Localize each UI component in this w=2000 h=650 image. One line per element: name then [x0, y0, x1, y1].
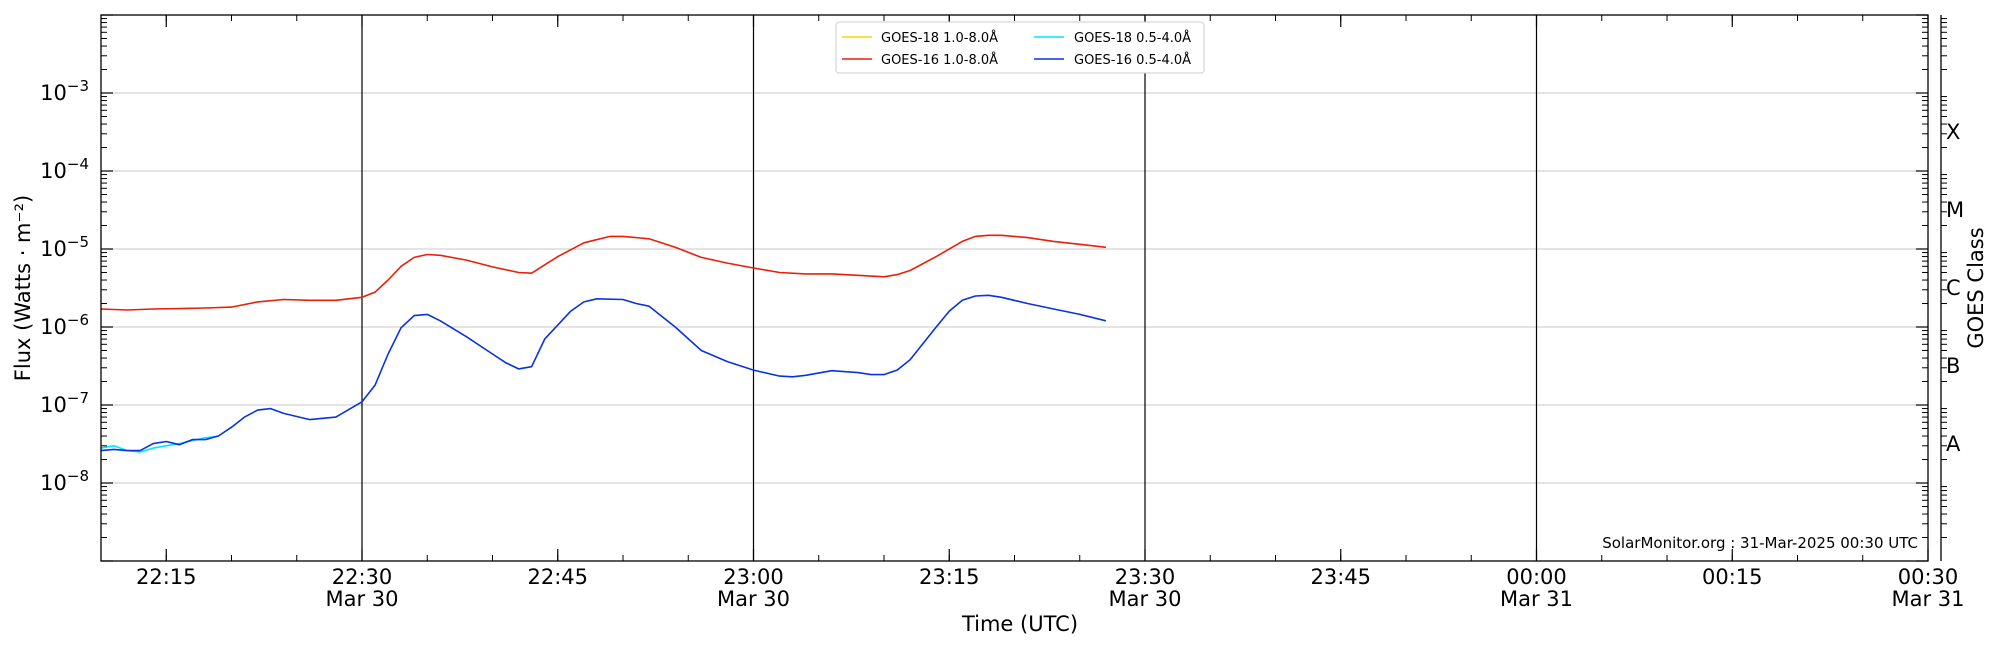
x-tick-label: 23:30 — [1115, 565, 1176, 589]
y2-axis-label: GOES Class — [1964, 227, 1988, 348]
legend-label-goes18-long: GOES-18 1.0-8.0Å — [881, 30, 998, 46]
goes-class-label: C — [1946, 276, 1961, 300]
x-tick-date-label: Mar 30 — [717, 587, 790, 611]
legend: GOES-18 1.0-8.0Å GOES-18 0.5-4.0Å GOES-1… — [835, 21, 1205, 74]
y-tick-label: 10−3 — [40, 77, 89, 105]
goes-class-label: A — [1946, 432, 1961, 456]
x-tick-label: 23:00 — [723, 565, 784, 589]
y-axis-label: Flux (Watts · m⁻²) — [11, 195, 35, 381]
legend-label-goes16-short: GOES-16 0.5-4.0Å — [1074, 52, 1191, 68]
legend-label-goes18-short: GOES-18 0.5-4.0Å — [1074, 30, 1191, 46]
x-axis-label: Time (UTC) — [961, 612, 1078, 636]
grid-lines — [101, 92, 1928, 484]
series-line-goes-16-1-0-8-0- — [100, 234, 1106, 311]
x-tick-label: 22:45 — [527, 565, 588, 589]
day-marker-lines — [361, 15, 1538, 561]
series-line-goes-16-0-5-4-0- — [100, 294, 1107, 452]
tick-marks — [100, 14, 1947, 562]
x-tick-label: 00:15 — [1702, 565, 1763, 589]
legend-label-goes16-long: GOES-16 1.0-8.0Å — [881, 52, 998, 68]
y-tick-label: 10−5 — [40, 233, 89, 261]
y-tick-label: 10−6 — [40, 311, 89, 339]
y-tick-label: 10−4 — [40, 155, 89, 183]
y-tick-label: 10−7 — [40, 389, 89, 417]
x-tick-date-label: Mar 30 — [325, 587, 398, 611]
x-tick-date-label: Mar 31 — [1500, 587, 1573, 611]
x-tick-label: 00:00 — [1506, 565, 1567, 589]
x-tick-label: 22:15 — [136, 565, 197, 589]
legend-box — [835, 21, 1205, 74]
x-tick-label: 00:30 — [1898, 565, 1959, 589]
goes-class-label: B — [1946, 354, 1960, 378]
goes-class-label: M — [1946, 198, 1964, 222]
credit-text: SolarMonitor.org : 31-Mar-2025 00:30 UTC — [1602, 534, 1918, 552]
x-tick-label: 23:45 — [1310, 565, 1371, 589]
x-tick-label: 22:30 — [332, 565, 393, 589]
x-tick-date-label: Mar 31 — [1891, 587, 1964, 611]
y-tick-label: 10−8 — [40, 467, 89, 495]
data-series — [100, 234, 1107, 453]
x-tick-date-label: Mar 30 — [1108, 587, 1181, 611]
x-tick-label: 23:15 — [919, 565, 980, 589]
goes-class-label: X — [1946, 120, 1960, 144]
